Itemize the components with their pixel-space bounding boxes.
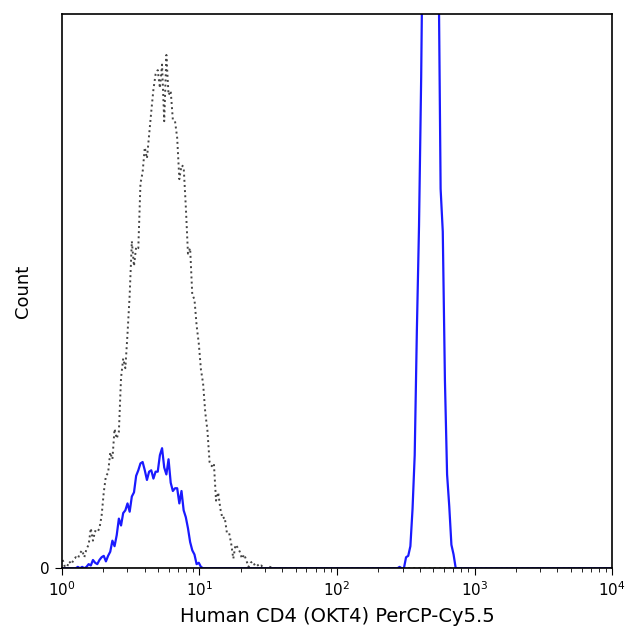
Y-axis label: Count: Count [14,264,32,317]
X-axis label: Human CD4 (OKT4) PerCP-Cy5.5: Human CD4 (OKT4) PerCP-Cy5.5 [180,607,494,626]
